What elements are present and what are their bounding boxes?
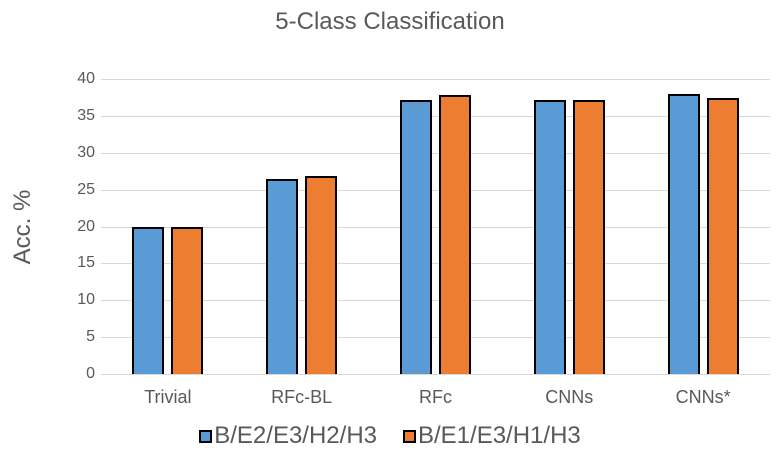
gridline [101,152,770,154]
legend-swatch [199,429,213,443]
bar-cnns--series-1 [667,93,700,374]
y-tick-label: 5 [86,328,95,346]
y-tick-label: 20 [77,217,95,235]
y-tick-label: 35 [77,106,95,124]
bar-cnns-series-2 [572,100,605,374]
gridline [101,226,770,228]
legend-item: B/E2/E3/H2/H3 [199,422,377,450]
y-tick-label: 40 [77,70,95,87]
x-tick-label: Trivial [144,387,192,407]
y-tick-label: 25 [77,180,95,198]
gridline [101,337,770,339]
y-tick-label: 0 [86,365,95,382]
bar-rfc-bl-series-2 [305,176,338,374]
bar-rfc-bl-series-1 [266,178,299,374]
plot-area [101,79,770,375]
legend-label: B/E2/E3/H2/H3 [214,422,377,449]
bar-trivial-series-1 [132,226,165,374]
y-axis-label: Acc. % [9,189,36,265]
x-tick-label: CNNs* [675,387,731,407]
legend-label: B/E1/E3/H1/H3 [418,422,581,449]
bar-cnns-series-1 [533,99,566,374]
legend-item: B/E1/E3/H1/H3 [403,422,581,450]
bar-rfc-series-2 [439,94,471,374]
gridline [101,115,770,117]
y-tick-label: 30 [77,143,95,161]
legend-swatch [403,429,416,443]
gridline [101,263,770,265]
x-tick-label: RFc [419,387,452,407]
x-tick-label: CNNs [545,387,594,407]
bar-trivial-series-2 [171,226,204,374]
chart-title: 5-Class Classification [275,8,505,35]
bar-rfc-series-1 [400,99,432,374]
gridline [101,189,770,191]
gridline [101,79,770,80]
bar-cnns--series-2 [706,98,739,374]
y-tick-label: 15 [77,254,95,272]
gridline [101,300,770,302]
y-tick-label: 10 [77,291,95,309]
gridline [101,374,770,375]
x-tick-label: RFc-BL [271,387,333,407]
legend: B/E2/E3/H2/H3 B/E1/E3/H1/H3 [0,422,780,450]
